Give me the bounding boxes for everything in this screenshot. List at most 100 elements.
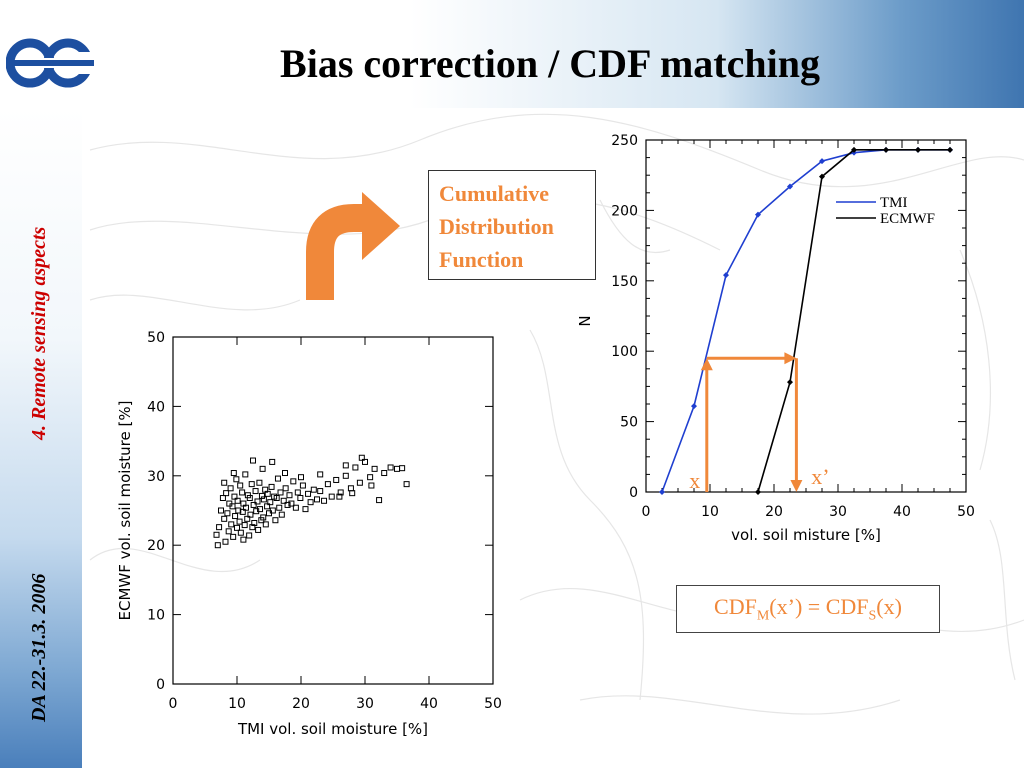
scatter-point <box>260 514 267 521</box>
scatter-point <box>274 475 281 482</box>
scatter-point <box>229 503 236 510</box>
scatter-point <box>230 533 237 540</box>
scatter-point <box>317 488 324 495</box>
series-line-ecmwf <box>757 149 950 493</box>
scatter-point <box>321 497 328 504</box>
scatter-point <box>256 479 263 486</box>
x-tick-label: 10 <box>701 504 719 520</box>
y-tick-label: 30 <box>147 469 165 485</box>
scatter-point <box>399 465 406 472</box>
annotation-xprime-label: x’ <box>811 464 829 489</box>
scatter-point <box>358 454 365 461</box>
scatter-point <box>349 490 356 497</box>
scatter-point <box>224 510 231 517</box>
scatter-point <box>234 497 241 504</box>
plot-frame <box>172 336 494 685</box>
series-point-tmi <box>819 158 825 165</box>
formula-lhs-sub: M <box>756 608 770 624</box>
scatter-point <box>239 508 246 515</box>
formula-rhs: CDF <box>825 594 869 619</box>
scatter-point <box>255 526 262 533</box>
scatter-point <box>268 483 275 490</box>
scatter-point <box>230 470 237 477</box>
scatter-point <box>234 524 240 531</box>
section-label: 4. Remote sensing aspects <box>28 226 50 440</box>
scatter-point <box>299 482 306 489</box>
scatter-point <box>333 476 340 483</box>
scatter-point <box>235 507 242 514</box>
scatter-point <box>250 501 257 508</box>
date-label: DA 22.-31.3. 2006 <box>28 573 50 722</box>
x-tick-label: 20 <box>765 504 783 520</box>
scatter-point <box>225 528 232 535</box>
scatter-point <box>298 474 304 481</box>
scatter-point <box>297 495 304 502</box>
scatter-point <box>237 482 244 489</box>
scatter-point <box>381 470 388 477</box>
scatter-point <box>310 486 317 493</box>
scatter-point <box>251 519 258 526</box>
scatter-point <box>213 531 220 538</box>
scatter-point <box>368 482 375 489</box>
x-tick-label: 10 <box>228 696 246 712</box>
scatter-point <box>250 457 256 464</box>
x-tick-label: 50 <box>957 504 975 520</box>
scatter-point <box>362 458 368 465</box>
scatter-point <box>356 479 363 486</box>
scatter-point <box>254 498 261 505</box>
scatter-point <box>264 490 271 497</box>
y-tick-label: 200 <box>611 203 638 219</box>
annotation-down-arrowhead <box>790 480 803 492</box>
annotation-x-label: x <box>689 468 700 493</box>
scatter-point <box>403 481 410 488</box>
sidebar-band <box>0 108 82 768</box>
cdf-label-box: Cumulative Distribution Function <box>428 170 596 280</box>
scatter-point <box>342 472 349 479</box>
scatter-point <box>221 479 228 486</box>
series-point-tmi <box>755 211 761 218</box>
scatter-point <box>347 485 354 492</box>
cdf-formula-box: CDFM(x’) = CDFS(x) <box>676 585 940 633</box>
y-tick-label: 40 <box>147 399 165 415</box>
scatter-point <box>282 470 288 477</box>
y-tick-label: 250 <box>611 133 638 149</box>
cdf-label-line1: Cumulative <box>439 181 549 206</box>
x-tick-label: 20 <box>292 696 310 712</box>
scatter-point <box>269 507 276 514</box>
scatter-chart: 0 10 20 30 40 50 0 10 20 30 40 50 TMI vol. soil mois… <box>116 330 502 738</box>
x-tick-label: 40 <box>893 504 911 520</box>
x-tick-label: 0 <box>169 696 178 712</box>
scatter-point <box>273 495 280 502</box>
y-tick-label: 0 <box>629 485 638 501</box>
scatter-point <box>278 511 285 518</box>
series-point-tmi <box>691 403 697 410</box>
cdf-chart: 0 10 20 30 40 50 0 50 100 150 200 250 vol. soil mist… <box>578 133 975 544</box>
series-point-tmi <box>787 183 793 190</box>
scatter-point <box>269 458 276 465</box>
y-axis-label: N <box>578 315 594 326</box>
scatter-point <box>290 478 297 485</box>
scatter-point <box>387 464 394 471</box>
y-tick-label: 100 <box>611 344 638 360</box>
scatter-point <box>305 490 312 497</box>
scatter-point <box>394 465 400 472</box>
series-point-ecmwf <box>851 146 857 153</box>
formula-lhs-arg: (x’) = <box>769 594 826 619</box>
y-axis-label: ECMWF vol. soil moisture [%] <box>116 401 134 621</box>
scatter-point <box>223 490 230 497</box>
scatter-point <box>241 522 248 529</box>
annotation-right-arrowhead <box>784 352 797 365</box>
scatter-point <box>219 495 226 502</box>
scatter-point <box>264 503 271 510</box>
formula-rhs-arg: (x) <box>876 594 902 619</box>
scatter-point <box>317 471 324 478</box>
formula-lhs: CDF <box>714 594 757 619</box>
plot-frame <box>645 139 967 493</box>
scatter-point <box>216 524 223 531</box>
legend-label: ECMWF <box>880 211 935 227</box>
series-point-ecmwf <box>787 379 793 386</box>
scatter-point <box>284 501 291 508</box>
y-tick-label: 10 <box>147 608 165 624</box>
series-point-ecmwf <box>947 146 953 153</box>
scatter-point <box>252 488 259 495</box>
